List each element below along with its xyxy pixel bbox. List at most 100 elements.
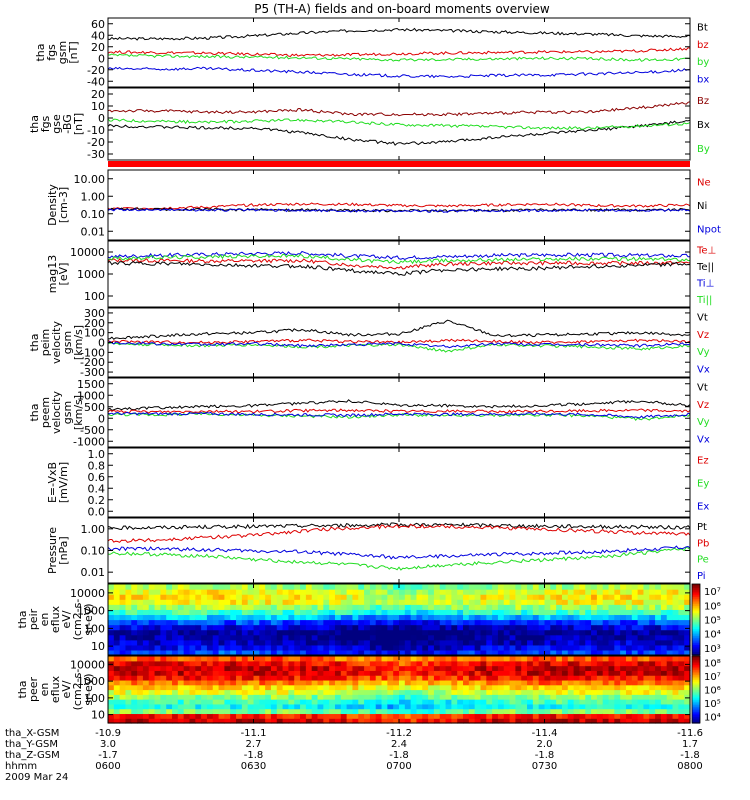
y-tick-label: 0 [98,337,105,350]
y-axis-label: velocity [50,391,63,434]
x-axis-value: 0630 [241,761,266,772]
y-tick-label: -20 [87,64,105,77]
y-axis-label: eflux [49,675,62,703]
legend-entry: Vx [697,434,710,445]
legend-entry: Vy [697,347,710,358]
legend-entry: Vt [697,383,708,394]
colorbar-tick-label: 10³ [704,644,721,655]
legend-entry: Npot [697,224,721,235]
x-axis-value: -1.7 [98,750,118,761]
y-tick-label: -40 [87,75,105,88]
y-axis-label: sr-eV) [82,603,95,635]
y-axis-label: [nPa] [57,536,70,564]
panel-efield: Ez Ey Ex 1.00.80.60.40.20.0 E=-VxB[mV/m] [46,447,709,518]
legend-entry: bx [697,74,709,85]
y-axis-label: mag13 [46,255,59,293]
y-axis-label: eflux [49,605,62,633]
series-line-Vy [107,342,691,353]
y-axis-label: tha [16,680,29,698]
y-tick-label: 0 [98,52,105,65]
legend-entry: By [697,144,710,155]
y-tick-label: 10 [91,640,105,653]
y-tick-label: 1.0 [88,448,106,461]
series-line-by [107,53,691,62]
y-axis-label: gsm [61,401,74,424]
y-tick-label: 0.10 [81,545,106,558]
colorbar: 10⁸ 10⁷ 10⁶ 10⁵ 10⁴ [691,655,721,724]
x-axis-row-label: tha_Z-GSM [5,750,60,761]
series-line-Ti|| [107,253,691,265]
y-tick-label: 20 [91,88,105,101]
series-line-Vt [107,399,691,411]
legend-entry: bz [697,40,709,51]
y-tick-label: -500 [80,424,105,437]
y-axis-label: peer [27,677,40,703]
y-axis-label: sr-eV) [82,673,95,705]
y-axis-label: [mV/m] [57,462,70,503]
y-tick-label: 40 [91,29,105,42]
series-line-Npot [107,207,691,213]
y-axis-label: eV/ [60,610,73,628]
x-axis-value: -10.9 [95,728,121,739]
x-axis-value: -11.2 [386,728,412,739]
y-axis-label: (cm2-s- [71,669,84,711]
legend-entry: Ne [697,178,711,189]
legend-entry: Ti|| [696,295,712,306]
x-axis-labels: tha_X-GSM -10.9 -11.1 -11.2 -11.4 -11.6 tha_Y-… [5,728,703,783]
series-line-bx [107,66,691,79]
colorbar-tick-label: 10⁷ [704,587,721,598]
x-axis-value: 2.4 [391,739,407,750]
y-tick-label: 0.10 [81,208,106,221]
y-tick-label: 0.6 [88,471,106,484]
x-axis-value: -1.8 [535,750,555,761]
y-axis-label: fgs [45,44,58,61]
y-tick-label: 60 [91,18,105,31]
y-axis-label: gsm [56,41,69,64]
y-axis-label: tha [28,403,41,421]
y-axis-label: peem [39,397,52,428]
y-axis-label: tha [16,610,29,628]
y-tick-label: 200 [84,317,105,330]
y-axis-label: tha [34,43,47,61]
figure-title: P5 (TH-A) fields and on-board moments ov… [254,2,550,16]
y-axis-label: tha [28,333,41,351]
y-tick-label: 10000 [70,587,105,600]
y-tick-label: 10.00 [74,173,106,186]
x-axis-value: 0730 [532,761,557,772]
colorbar-tick-label: 10⁴ [704,630,721,641]
colorbar-tick-label: 10⁵ [704,616,721,627]
series-line-Vz [107,408,691,414]
panel-peir_spectrogram: 10⁷ 10⁶ 10⁵ 10⁴ 10³ 10000 1000 100 10 thapeirenef… [16,583,721,656]
series-line-By [107,118,691,130]
legend-entry: Ey [697,479,709,490]
x-axis-value: 2.7 [246,739,262,750]
date-label: 2009 Mar 24 [5,772,68,783]
y-tick-label: 1000 [77,268,105,281]
series-line-Ti⊥ [107,250,690,260]
y-axis-label: [eV] [57,263,70,286]
x-axis-value: 1.7 [682,739,698,750]
y-tick-label: 1000 [77,675,105,688]
legend-entry: Pe [697,555,709,566]
colorbar-tick-label: 10⁷ [704,672,721,683]
y-tick-label: 100 [84,290,105,303]
x-axis-value: -1.8 [244,750,264,761]
y-axis-label: peir [27,608,40,630]
y-axis-label: Density [46,184,59,226]
y-axis-label: fgs [39,115,52,132]
y-tick-label: 0.8 [88,459,106,472]
legend-entry: by [697,57,709,68]
y-axis-label: gsm [61,331,74,354]
red-separator-bar [108,161,690,167]
y-tick-label: 500 [84,401,105,414]
y-tick-label: 10000 [70,658,105,671]
y-axis-label: (cm2-s- [71,599,84,641]
legend-entry: Ti⊥ [696,278,714,289]
y-axis-label: tha [28,115,41,133]
y-tick-label: -1000 [73,435,105,448]
x-axis-value: 3.0 [100,739,116,750]
y-tick-label: 20 [91,41,105,54]
series-line-Vx [107,411,691,419]
